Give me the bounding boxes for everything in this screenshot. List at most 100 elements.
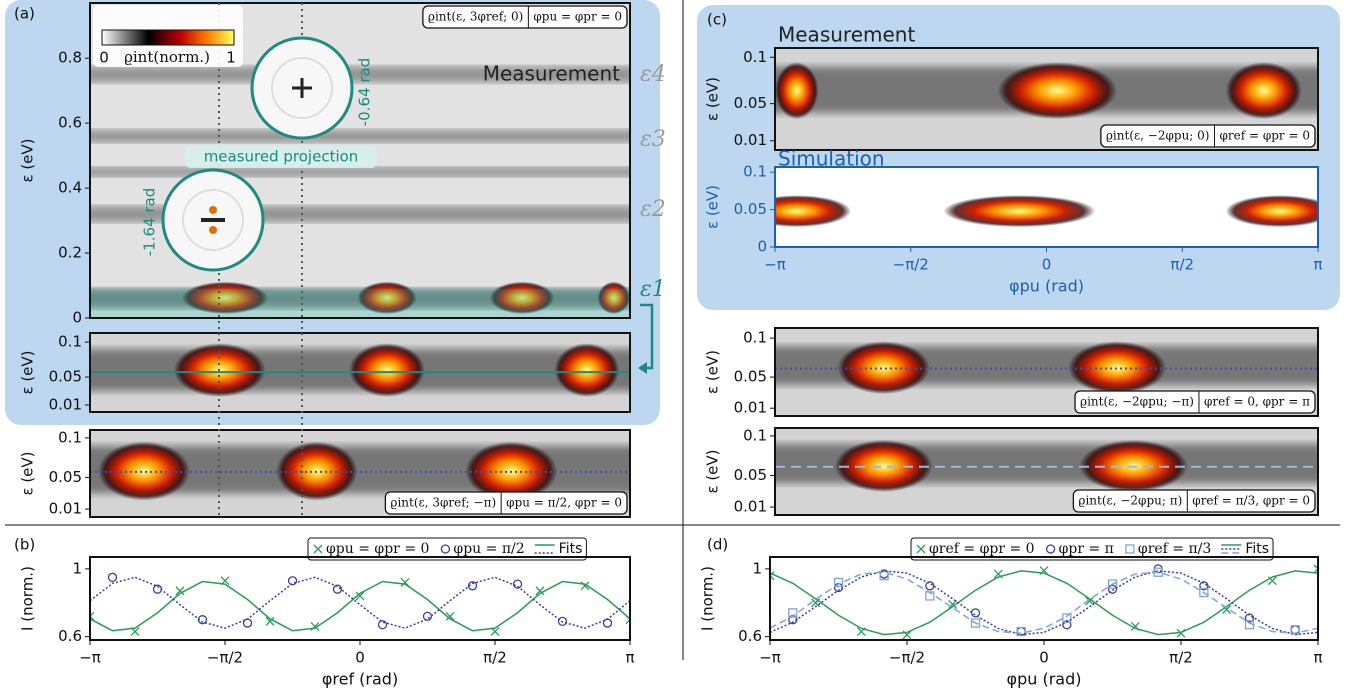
- x-tick-label: 0: [1042, 256, 1052, 274]
- x-axis-label: φref (rad): [322, 670, 398, 689]
- heatmap-stripe: [90, 129, 630, 143]
- heatmap-blob: [775, 195, 852, 228]
- marker: [1085, 596, 1095, 606]
- x-axis-label: φpu (rad): [1007, 670, 1082, 689]
- x-tick-label: π/2: [1170, 256, 1194, 274]
- y-tick-label: 0.1: [743, 163, 767, 181]
- legend-marker: [313, 544, 323, 554]
- condition-label: ϱint(ε, −2φpu; −π): [1080, 395, 1194, 409]
- y-tick-label: 0.05: [734, 466, 767, 484]
- y-tick-label: 0.2: [58, 244, 82, 262]
- legend-label: φpu = π/2: [453, 541, 524, 557]
- panel-label: (c): [707, 11, 727, 29]
- x-tick-label: 0: [355, 649, 365, 667]
- x-tick-label: π/2: [1169, 649, 1193, 667]
- y-tick-label: 0.6: [58, 627, 82, 645]
- y-tick-label: 0.05: [734, 200, 767, 218]
- heatmap-blob: [357, 281, 417, 315]
- marker: [90, 611, 95, 621]
- annotation: -0.64 rad: [356, 58, 374, 126]
- annotation: -1.64 rad: [141, 188, 159, 256]
- x-tick-label: π: [1313, 649, 1322, 667]
- plot-area: [770, 557, 1318, 640]
- y-tick-label: 0.6: [58, 114, 82, 132]
- marker: [287, 576, 298, 586]
- plot-frame: [774, 327, 1319, 417]
- colorbar-max: 1: [226, 49, 236, 67]
- heatmap-blob: [1225, 195, 1318, 228]
- marker: [557, 616, 568, 627]
- plot-frame: [774, 47, 1319, 151]
- heatmap-blob: [837, 341, 930, 395]
- plot-frame: [89, 332, 631, 413]
- legend-label: φpu = φpr = 0: [326, 541, 429, 557]
- legend-marker: [1045, 544, 1056, 554]
- fit-line: [90, 580, 630, 632]
- y-tick-label: 1: [752, 559, 762, 577]
- inset-lobe: [209, 206, 217, 214]
- heatmap-stripe: [90, 66, 630, 83]
- legend: φref = φpr = 0 φpr = π φref = π/3 Fits: [910, 537, 1274, 561]
- panel-label: (d): [707, 536, 728, 554]
- x-tick-label: −π/2: [893, 256, 929, 274]
- marker: [948, 599, 958, 609]
- marker: [1313, 564, 1318, 574]
- selection-overlay: [90, 288, 630, 318]
- y-tick-label: 0.01: [49, 396, 82, 414]
- legend-label: φref = φpr = 0: [929, 541, 1035, 557]
- x-tick-label: −π: [764, 256, 786, 274]
- heatmap-blob: [181, 281, 269, 315]
- setting-label: φref = π/3, φpr = 0: [1192, 494, 1310, 508]
- heatmap-blob: [1068, 341, 1166, 395]
- x-tick-label: −π/2: [207, 649, 243, 667]
- y-axis-label: ε (eV): [19, 138, 37, 182]
- legend: φpu = φpr = 0 φpu = π/2 Fits: [307, 537, 587, 561]
- x-tick-label: π/2: [483, 649, 507, 667]
- y-tick-label: 0.4: [58, 179, 82, 197]
- colorbar: [101, 29, 235, 46]
- plot-area: [775, 428, 1318, 515]
- y-tick-label: 0.01: [49, 500, 82, 518]
- y-tick-label: 1: [72, 559, 82, 577]
- panel-label: (a): [14, 5, 35, 23]
- marker: [422, 611, 433, 621]
- level-label: ε2: [640, 197, 666, 222]
- inset-ring: [182, 189, 244, 251]
- condition-frame: [422, 5, 628, 29]
- y-tick-label: 0.6: [738, 627, 762, 645]
- fit-line: [770, 571, 1318, 634]
- legend-marker: [916, 544, 926, 554]
- y-tick-label: 0.01: [734, 399, 767, 417]
- plot-frame: [89, 2, 631, 319]
- condition-box: ϱint(ε, 3φref; −π) φpu = π/2, φpr = 0: [384, 491, 628, 515]
- inset-pattern: [292, 78, 312, 98]
- y-tick-label: 0.05: [734, 94, 767, 112]
- y-axis-label: ε (eV): [704, 449, 722, 493]
- chart-title: Measurement: [778, 23, 915, 47]
- legend-box: [910, 537, 1274, 561]
- condition-box: ϱint(ε, −2φpu; 0) φref = φpr = 0: [1100, 124, 1316, 148]
- heatmap-blob: [554, 343, 620, 397]
- fit-line: [770, 570, 1318, 636]
- overlay: 0 ϱint(norm.) 1 -0.64 rad -1.64 rad meas…: [93, 3, 666, 517]
- y-tick-label: 0.1: [743, 329, 767, 347]
- chart-title: Measurement: [483, 62, 620, 86]
- condition-box: ϱint(ε, −2φpu; −π) φref = 0, φpr = π: [1074, 390, 1316, 414]
- arrow-head: [638, 362, 647, 374]
- marker: [1107, 579, 1118, 589]
- y-tick-label: 0.01: [734, 131, 767, 149]
- heatmap-blob: [597, 281, 630, 315]
- y-tick-label: 0: [757, 238, 767, 256]
- legend-label: Fits: [1245, 541, 1269, 557]
- marker: [445, 611, 455, 621]
- heatmap-blob: [943, 195, 1096, 228]
- y-axis-label: ε (eV): [704, 185, 722, 229]
- annotation: measured projection: [204, 148, 359, 166]
- colorbar-min: 0: [99, 49, 109, 67]
- fit-line: [90, 576, 630, 629]
- marker: [1107, 584, 1118, 594]
- plot-frame: [89, 429, 631, 518]
- heatmap-stripe: [90, 166, 630, 177]
- x-tick-label: π: [625, 649, 634, 667]
- condition-label: ϱint(ε, 3φref; −π): [390, 496, 496, 510]
